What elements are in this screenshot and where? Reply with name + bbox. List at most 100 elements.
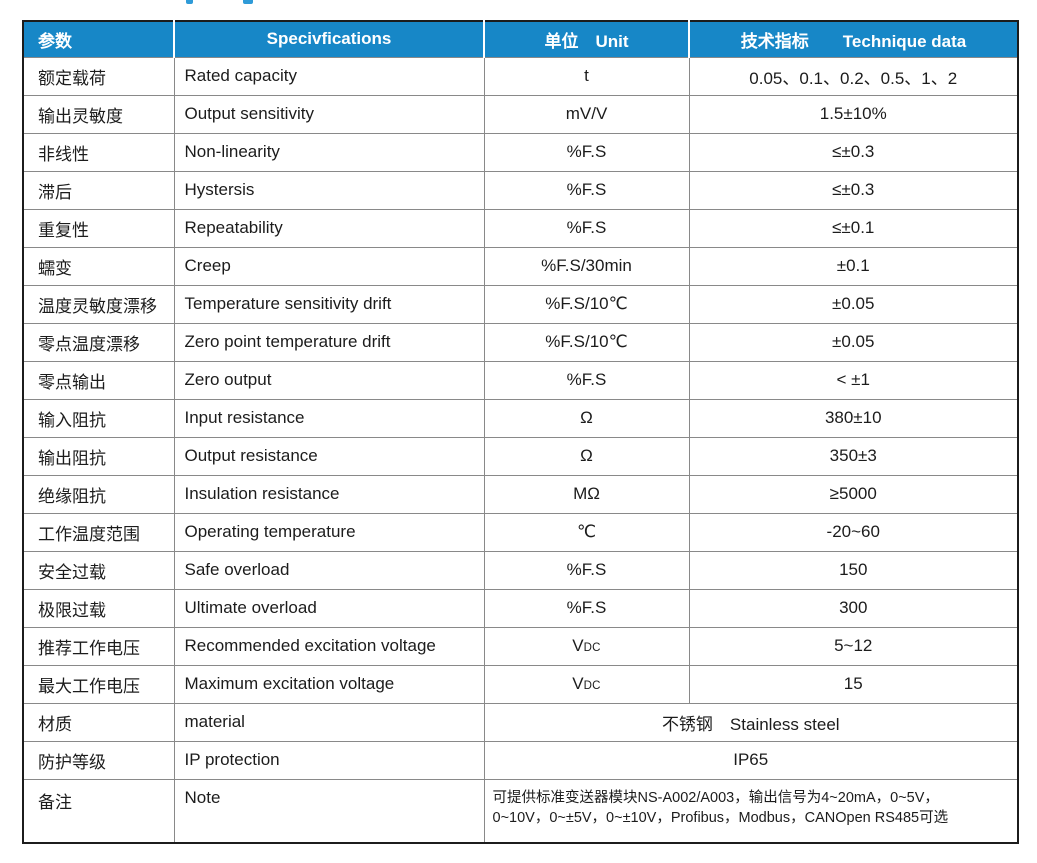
parameter-name-cell: 输出阻抗 bbox=[22, 436, 175, 476]
parameter-name-cell: 温度灵敏度漂移 bbox=[22, 284, 175, 324]
parameter-name-cell: 蠕变 bbox=[22, 246, 175, 286]
unit-cell: %F.S bbox=[483, 360, 690, 400]
specification-cell: Creep bbox=[173, 246, 485, 286]
header-technique-data: 技术指标 Technique data bbox=[689, 21, 1018, 58]
unit-cell: %F.S/10℃ bbox=[483, 284, 690, 324]
technique-data-cell: ±0.1 bbox=[688, 246, 1019, 286]
header-parameter: 参数 bbox=[23, 21, 175, 58]
table-row: 滞后 Hystersis %F.S ≤±0.3 bbox=[22, 170, 1019, 210]
unit-cell: ℃ bbox=[483, 512, 690, 552]
parameter-name-cell: 绝缘阻抗 bbox=[22, 474, 175, 514]
specification-cell: IP protection bbox=[173, 740, 485, 780]
table-row: 输入阻抗 Input resistance Ω 380±10 bbox=[22, 398, 1019, 438]
unit-cell: %F.S bbox=[483, 208, 690, 248]
unit-cell: VDC bbox=[483, 626, 690, 666]
unit-cell: mV/V bbox=[483, 94, 690, 134]
merged-value-cell: 不锈钢 Stainless steel bbox=[483, 702, 1019, 742]
unit-cell: %F.S bbox=[483, 588, 690, 628]
parameter-name-cell: 最大工作电压 bbox=[22, 664, 175, 704]
table-row: 重复性 Repeatability %F.S ≤±0.1 bbox=[22, 208, 1019, 248]
specification-cell: Rated capacity bbox=[173, 56, 485, 96]
specification-cell: Insulation resistance bbox=[173, 474, 485, 514]
technique-data-cell: 0.05、0.1、0.2、0.5、1、2 bbox=[688, 56, 1019, 96]
unit-cell: Ω bbox=[483, 398, 690, 438]
cropped-text-fragment bbox=[186, 0, 193, 4]
specification-cell: Zero point temperature drift bbox=[173, 322, 485, 362]
note-value-cell: 可提供标准变送器模块NS-A002/A003，输出信号为4~20mA，0~5V，… bbox=[483, 778, 1019, 844]
specification-cell: Output resistance bbox=[173, 436, 485, 476]
specification-cell: Output sensitivity bbox=[173, 94, 485, 134]
unit-cell: %F.S/30min bbox=[483, 246, 690, 286]
merged-value-cell: IP65 bbox=[483, 740, 1019, 780]
parameter-name-cell: 重复性 bbox=[22, 208, 175, 248]
unit-cell: VDC bbox=[483, 664, 690, 704]
parameter-name-cell: 输入阻抗 bbox=[22, 398, 175, 438]
parameter-name-cell: 零点温度漂移 bbox=[22, 322, 175, 362]
table-row: 零点温度漂移 Zero point temperature drift %F.S/1… bbox=[22, 322, 1019, 362]
specification-cell: Non-linearity bbox=[173, 132, 485, 172]
parameter-name-cell: 额定载荷 bbox=[22, 56, 175, 96]
specification-cell: Temperature sensitivity drift bbox=[173, 284, 485, 324]
technique-data-cell: -20~60 bbox=[688, 512, 1019, 552]
parameter-name-cell: 零点输出 bbox=[22, 360, 175, 400]
parameter-name-cell: 备注 bbox=[22, 778, 175, 844]
technique-data-cell: < ±1 bbox=[688, 360, 1019, 400]
technique-data-cell: 150 bbox=[688, 550, 1019, 590]
parameter-name-cell: 材质 bbox=[22, 702, 175, 742]
parameter-name-cell: 非线性 bbox=[22, 132, 175, 172]
specification-cell: Repeatability bbox=[173, 208, 485, 248]
specification-cell: Safe overload bbox=[173, 550, 485, 590]
unit-cell: %F.S bbox=[483, 170, 690, 210]
table-row: 最大工作电压 Maximum excitation voltage VDC 15 bbox=[22, 664, 1019, 704]
table-row: 安全过载 Safe overload %F.S 150 bbox=[22, 550, 1019, 590]
parameter-name-cell: 工作温度范围 bbox=[22, 512, 175, 552]
table-row: 输出阻抗 Output resistance Ω 350±3 bbox=[22, 436, 1019, 476]
technique-data-cell: ≤±0.3 bbox=[688, 170, 1019, 210]
parameter-name-cell: 输出灵敏度 bbox=[22, 94, 175, 134]
table-header: 参数 Specivfications 单位 Unit 技术指标 Techniqu… bbox=[23, 21, 1018, 58]
unit-cell: %F.S/10℃ bbox=[483, 322, 690, 362]
parameter-name-cell: 防护等级 bbox=[22, 740, 175, 780]
table-row: 非线性 Non-linearity %F.S ≤±0.3 bbox=[22, 132, 1019, 172]
specification-cell: Recommended excitation voltage bbox=[173, 626, 485, 666]
table-row: 温度灵敏度漂移 Temperature sensitivity drift %F.S… bbox=[22, 284, 1019, 324]
parameter-name-cell: 滞后 bbox=[22, 170, 175, 210]
specification-cell: Zero output bbox=[173, 360, 485, 400]
unit-cell: %F.S bbox=[483, 550, 690, 590]
header-unit: 单位 Unit bbox=[484, 21, 690, 58]
specification-cell: Hystersis bbox=[173, 170, 485, 210]
technique-data-cell: 350±3 bbox=[688, 436, 1019, 476]
unit-cell: MΩ bbox=[483, 474, 690, 514]
parameter-name-cell: 推荐工作电压 bbox=[22, 626, 175, 666]
parameter-name-cell: 安全过载 bbox=[22, 550, 175, 590]
table-row: 输出灵敏度 Output sensitivity mV/V 1.5±10% bbox=[22, 94, 1019, 134]
specification-cell: Input resistance bbox=[173, 398, 485, 438]
technique-data-cell: 380±10 bbox=[688, 398, 1019, 438]
table-row: 额定载荷 Rated capacity t 0.05、0.1、0.2、0.5、1、2 bbox=[22, 56, 1019, 96]
table-row: 材质 material 不锈钢 Stainless steel bbox=[22, 702, 1019, 742]
technique-data-cell: ≤±0.3 bbox=[688, 132, 1019, 172]
specification-cell: Operating temperature bbox=[173, 512, 485, 552]
specification-cell: Maximum excitation voltage bbox=[173, 664, 485, 704]
technique-data-cell: ±0.05 bbox=[688, 322, 1019, 362]
table-row: 蠕变 Creep %F.S/30min ±0.1 bbox=[22, 246, 1019, 286]
table-row: 零点输出 Zero output %F.S < ±1 bbox=[22, 360, 1019, 400]
specification-cell: Note bbox=[173, 778, 485, 844]
technique-data-cell: 15 bbox=[688, 664, 1019, 704]
table-row: 防护等级 IP protection IP65 bbox=[22, 740, 1019, 780]
table-row: 工作温度范围 Operating temperature ℃ -20~60 bbox=[22, 512, 1019, 552]
technique-data-cell: ≥5000 bbox=[688, 474, 1019, 514]
technique-data-cell: ±0.05 bbox=[688, 284, 1019, 324]
unit-cell: t bbox=[483, 56, 690, 96]
specifications-table: 参数 Specivfications 单位 Unit 技术指标 Techniqu… bbox=[22, 20, 1019, 844]
table-row: 推荐工作电压 Recommended excitation voltage VDC 5… bbox=[22, 626, 1019, 666]
unit-cell: %F.S bbox=[483, 132, 690, 172]
unit-cell: Ω bbox=[483, 436, 690, 476]
cropped-text-fragment bbox=[243, 0, 253, 4]
technique-data-cell: 5~12 bbox=[688, 626, 1019, 666]
technique-data-cell: 1.5±10% bbox=[688, 94, 1019, 134]
technique-data-cell: ≤±0.1 bbox=[688, 208, 1019, 248]
parameter-name-cell: 极限过载 bbox=[22, 588, 175, 628]
technique-data-cell: 300 bbox=[688, 588, 1019, 628]
